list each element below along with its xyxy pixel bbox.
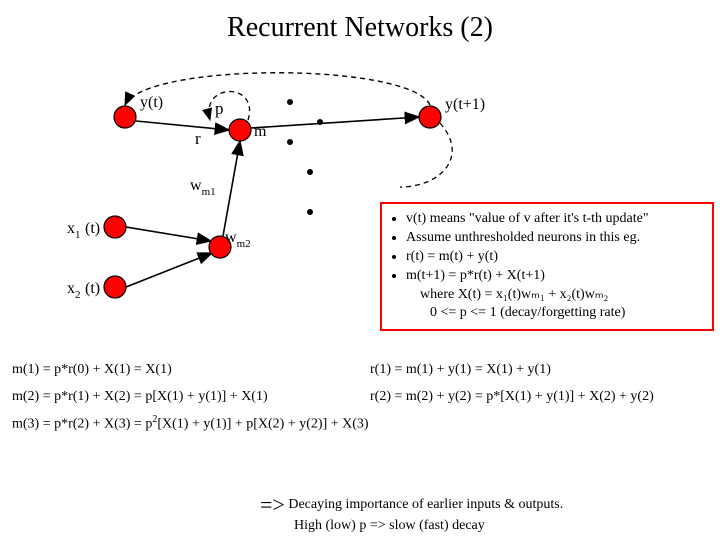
- svg-text:x1: x1: [67, 220, 81, 241]
- bullet-item: m(t+1) = p*r(t) + X(t+1): [406, 267, 702, 286]
- svg-text:y(t+1): y(t+1): [445, 96, 485, 113]
- svg-text:y(t): y(t): [140, 94, 163, 111]
- equation-line: m(1) = p*r(0) + X(1) = X(1): [12, 357, 369, 384]
- equation-line: r(2) = m(2) + y(2) = p*[X(1) + y(1)] + X…: [370, 384, 654, 411]
- conclusion-line-2: High (low) p => slow (fast) decay: [294, 518, 485, 533]
- bullets-extra-1: where X(t) = x₁(t)wₘ₁ + x₂(t)wₘ₂: [392, 286, 702, 305]
- svg-text:wm1: wm1: [190, 177, 216, 198]
- svg-text:r: r: [195, 129, 201, 148]
- svg-text:p: p: [215, 99, 224, 118]
- svg-text:x2: x2: [67, 280, 81, 301]
- bullets-extra-2: 0 <= p <= 1 (decay/forgetting rate): [392, 304, 702, 323]
- bullet-item: Assume unthresholded neurons in this eg.: [406, 229, 702, 248]
- equation-line: r(1) = m(1) + y(1) = X(1) + y(1): [370, 357, 654, 384]
- equations-left: m(1) = p*r(0) + X(1) = X(1)m(2) = p*r(1)…: [12, 357, 369, 438]
- svg-text:m: m: [254, 123, 267, 140]
- svg-text:(t): (t): [85, 220, 100, 237]
- conclusion: => Decaying importance of earlier inputs…: [260, 492, 563, 534]
- bullet-item: v(t) means "value of v after it's t-th u…: [406, 210, 702, 229]
- page-title: Recurrent Networks (2): [0, 12, 720, 44]
- bullet-item: r(t) = m(t) + y(t): [406, 248, 702, 267]
- implies-arrow: =>: [260, 492, 285, 517]
- equation-line: m(2) = p*r(1) + X(2) = p[X(1) + y(1)] + …: [12, 384, 369, 411]
- bullets-list: v(t) means "value of v after it's t-th u…: [392, 210, 702, 286]
- conclusion-line-1: Decaying importance of earlier inputs & …: [288, 497, 563, 512]
- svg-text:(t): (t): [85, 280, 100, 297]
- bullets-box: v(t) means "value of v after it's t-th u…: [380, 202, 714, 331]
- equations-right: r(1) = m(1) + y(1) = X(1) + y(1)r(2) = m…: [370, 357, 654, 410]
- equation-line: m(3) = p*r(2) + X(3) = p2[X(1) + y(1)] +…: [12, 410, 369, 438]
